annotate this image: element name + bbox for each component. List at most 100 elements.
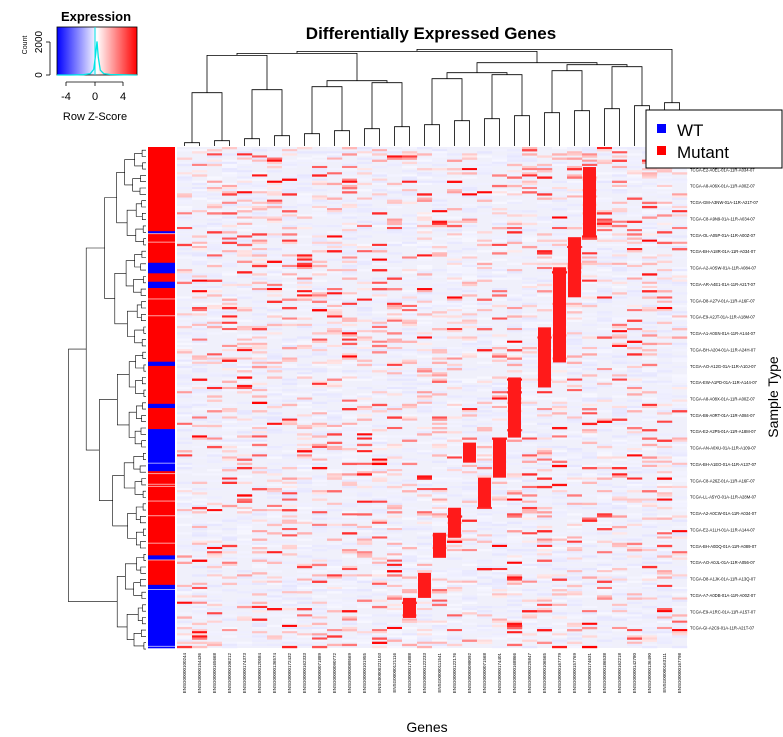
heatmap-cell — [507, 275, 523, 278]
heatmap-cell — [642, 614, 658, 617]
heatmap-cell — [387, 506, 403, 510]
heatmap-cell — [402, 589, 418, 592]
row-label: TCGA-E2-A2P5-01A-11R-A18M-07 — [690, 429, 756, 434]
heatmap-cell — [462, 488, 478, 491]
heatmap-cell — [252, 382, 268, 386]
heatmap-cell — [492, 159, 508, 162]
heatmap-cell — [582, 397, 598, 400]
heatmap-cell — [612, 254, 628, 257]
heatmap-cell — [207, 410, 223, 413]
heatmap-cell — [297, 363, 313, 367]
heatmap-cell — [642, 591, 658, 594]
heatmap-cluster-block — [583, 167, 596, 238]
heatmap-cell — [627, 565, 643, 569]
heatmap-cell — [327, 283, 343, 287]
dendrogram-link — [214, 140, 230, 146]
heatmap-cell — [192, 456, 208, 459]
heatmap-cell — [417, 458, 433, 461]
heatmap-cell — [222, 519, 238, 522]
column-label: ENSG00000168866 — [512, 653, 517, 694]
heatmap-cell — [627, 563, 643, 567]
heatmap-cell — [552, 380, 568, 383]
heatmap-cell — [402, 237, 418, 240]
dendrogram-link — [85, 247, 105, 451]
heatmap-cell — [567, 342, 583, 346]
heatmap-cell — [657, 296, 673, 299]
heatmap-cell — [657, 298, 673, 301]
heatmap-cell — [447, 273, 463, 276]
heatmap-cell — [282, 443, 298, 447]
heatmap-cell — [267, 426, 283, 430]
heatmap-cell — [627, 608, 643, 611]
heatmap-cell — [312, 603, 328, 607]
heatmap-cell — [297, 393, 313, 396]
heatmap-cell — [372, 248, 388, 251]
heatmap-cell — [537, 433, 553, 436]
heatmap-cell — [357, 536, 373, 539]
heatmap-cell — [462, 424, 478, 428]
heatmap-cell — [447, 614, 463, 617]
heatmap-cell — [642, 254, 658, 257]
heatmap-cell — [672, 525, 688, 529]
heatmap-cell — [657, 448, 673, 451]
heatmap-cell — [282, 264, 298, 268]
heatmap-cell — [582, 624, 598, 628]
heatmap-cell — [642, 262, 658, 266]
heatmap-cell — [522, 302, 538, 306]
heatmap-cell — [552, 603, 568, 607]
heatmap-cell — [522, 515, 538, 518]
heatmap-cell — [267, 328, 283, 331]
heatmap-cell — [327, 523, 343, 527]
heatmap-cell — [237, 294, 253, 297]
heatmap-cell — [237, 412, 253, 415]
heatmap-cell — [612, 586, 628, 590]
heatmap-cell — [192, 605, 208, 609]
heatmap-cell — [582, 344, 598, 348]
heatmap-cell — [267, 368, 283, 371]
column-label: ENSG00000174373 — [242, 653, 247, 694]
heatmap-cell — [297, 372, 313, 375]
heatmap-cell — [447, 582, 463, 586]
heatmap-cell — [207, 601, 223, 604]
heatmap-cell — [492, 485, 508, 489]
heatmap-cell — [537, 452, 553, 455]
heatmap-cell — [342, 187, 358, 190]
heatmap-cell — [267, 599, 283, 602]
heatmap-cell — [417, 172, 433, 175]
heatmap-cell — [447, 462, 463, 466]
heatmap-cell — [582, 559, 598, 562]
heatmap-cluster-block — [493, 437, 506, 478]
heatmap-cell — [357, 414, 373, 417]
heatmap-cell — [657, 300, 673, 303]
heatmap-cell — [252, 576, 268, 579]
heatmap-cell — [252, 189, 268, 192]
heatmap-cell — [357, 466, 373, 470]
heatmap-cell — [462, 269, 478, 272]
heatmap-cell — [207, 574, 223, 577]
heatmap-cell — [192, 608, 208, 611]
heatmap-cell — [207, 424, 223, 428]
heatmap-cell — [312, 304, 328, 308]
column-label: ENSG00000136574 — [272, 653, 277, 694]
heatmap-cell — [177, 174, 193, 177]
heatmap-cell — [357, 235, 373, 238]
heatmap-cell — [192, 424, 208, 428]
heatmap-cell — [507, 500, 523, 503]
heatmap-cell — [222, 241, 238, 245]
heatmap-cell — [417, 433, 433, 436]
heatmap-cell — [252, 509, 268, 512]
heatmap-cell — [342, 416, 358, 419]
heatmap-cell — [372, 189, 388, 192]
heatmap-cell — [582, 359, 598, 362]
heatmap-cell — [372, 159, 388, 162]
column-label: ENSG00000106212 — [227, 653, 232, 694]
heatmap-cell — [237, 151, 253, 154]
heatmap-cell — [462, 338, 478, 341]
heatmap-cell — [267, 403, 283, 407]
heatmap-cell — [612, 538, 628, 541]
heatmap-cell — [507, 549, 523, 552]
heatmap-cell — [372, 376, 388, 379]
heatmap-cell — [327, 365, 343, 369]
heatmap-cell — [237, 420, 253, 423]
heatmap-cell — [447, 254, 463, 257]
